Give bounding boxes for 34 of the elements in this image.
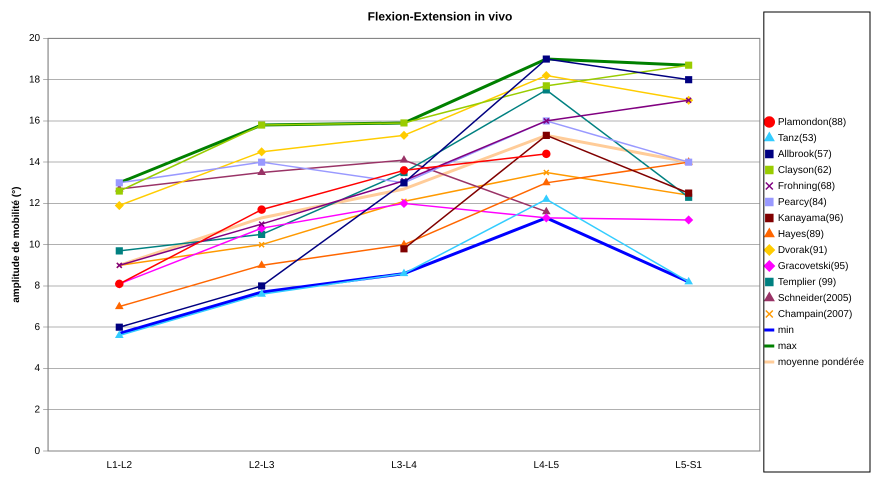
y-tick-label: 12: [29, 198, 41, 210]
y-tick-label: 16: [29, 116, 41, 127]
x-tick-label: L4-L5: [534, 460, 560, 471]
legend-label: Frohning(68): [778, 180, 836, 192]
legend-label: Dvorak(91): [778, 244, 828, 256]
legend-label: Hayes(89): [778, 228, 824, 240]
legend-label: Allbrook(57): [778, 148, 832, 160]
y-tick-label: 8: [34, 280, 41, 292]
legend-label: Gracovetski(95): [778, 260, 848, 272]
x-tick-label: L3-L4: [391, 460, 418, 471]
legend-label: Pearcy(84): [778, 196, 827, 208]
legend-label: max: [778, 340, 797, 352]
legend-label: Plamondon(88): [778, 116, 846, 128]
x-tick-label: L2-L3: [248, 460, 275, 471]
legend-label: moyenne pondérée: [778, 356, 864, 368]
legend-label: Kanayama(96): [778, 212, 844, 224]
legend-label: Clayson(62): [778, 164, 832, 176]
y-tick-label: 0: [34, 446, 41, 457]
y-tick-label: 18: [29, 74, 41, 86]
y-tick-label: 14: [29, 156, 41, 168]
legend-label: Champain(2007): [778, 308, 852, 320]
legend-label: min: [778, 324, 794, 336]
y-tick-label: 4: [34, 363, 41, 374]
y-tick-label: 2: [34, 404, 41, 416]
x-tick-label: L5-S1: [675, 460, 702, 471]
chart-title: Flexion-Extension in vivo: [368, 10, 512, 24]
legend-label: Templier (99): [778, 276, 836, 288]
legend-label: Schneider(2005): [778, 292, 852, 304]
y-tick-label: 6: [34, 322, 41, 333]
y-tick-label: 10: [29, 239, 41, 250]
y-axis-title: amplitude de mobilité (°): [10, 186, 22, 303]
x-tick-label: L1-L2: [106, 460, 133, 471]
y-tick-label: 20: [29, 33, 41, 44]
legend-label: Tanz(53): [778, 132, 817, 144]
